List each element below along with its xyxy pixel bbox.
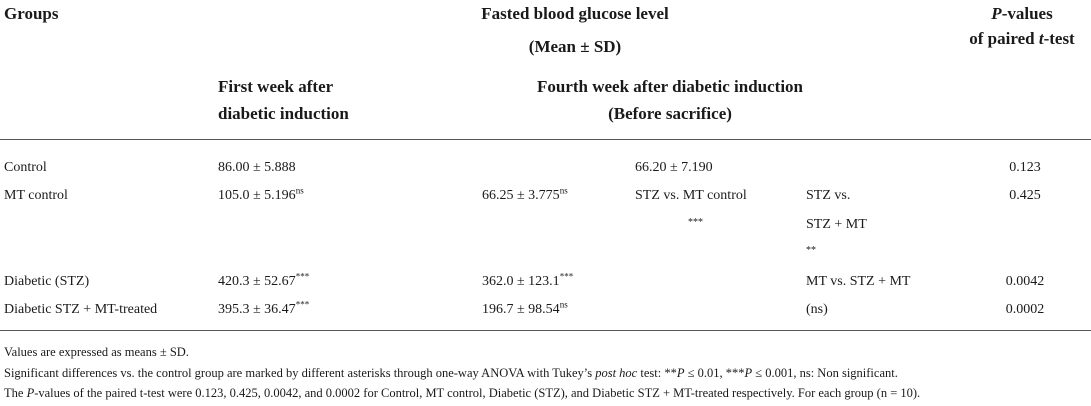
row-diabetic-fourth: 362.0 ± 123.1*** <box>482 271 574 290</box>
row-control-group: Control <box>4 160 47 175</box>
header-fasted-line1: Fasted blood glucose level <box>481 4 669 23</box>
comparison-stz-vs-stz-mt-line1: STZ vs. <box>806 188 851 203</box>
comparison-stz-vs-mt-control: STZ vs. MT control <box>635 188 747 203</box>
value: 105.0 ± 5.196 <box>218 188 296 203</box>
row-control-first: 86.00 ± 5.888 <box>218 160 296 175</box>
value: 66.25 ± 3.775 <box>482 188 560 203</box>
value: 420.3 ± 52.67 <box>218 274 296 289</box>
row-mt-control-group: MT control <box>4 188 68 203</box>
fn2-a: Significant differences vs. the control … <box>4 366 596 380</box>
row-mt-control-fourth: 66.25 ± 3.775ns <box>482 185 568 204</box>
footnote-3: The P-values of the paired t-test were 0… <box>4 386 920 401</box>
t-italic: t <box>1038 29 1044 48</box>
sig: *** <box>295 299 310 310</box>
p-italic: P <box>991 4 1002 23</box>
sig: ns <box>295 185 304 196</box>
fn2-p2: P <box>744 366 753 380</box>
fn3-p: P <box>26 386 35 400</box>
header-pvalues-line2: of paired t-test <box>960 29 1084 49</box>
row-mt-control-first: 105.0 ± 5.196ns <box>218 185 304 204</box>
comparison-stz-vs-mt-control-sig: *** <box>688 217 703 228</box>
fn3-a: The <box>4 386 27 400</box>
row-diabetic-mt-fourth: 196.7 ± 98.54ns <box>482 299 568 318</box>
comparison-mt-vs-stz-mt-sig: (ns) <box>806 302 828 317</box>
header-groups: Groups <box>4 4 59 23</box>
p-line2-post: -test <box>1043 29 1075 48</box>
p-line2-pre: of paired <box>969 29 1039 48</box>
comparison-mt-vs-stz-mt: MT vs. STZ + MT <box>806 274 911 289</box>
fn2-posthoc: post hoc <box>595 366 638 380</box>
value: 362.0 ± 123.1 <box>482 274 560 289</box>
value: 196.7 ± 98.54 <box>482 302 560 317</box>
footnote-1: Values are expressed as means ± SD. <box>4 345 189 359</box>
sig: ns <box>559 299 568 310</box>
header-fasted-line2: (Mean ± SD) <box>528 37 622 56</box>
row-control-fourth: 66.20 ± 7.190 <box>635 160 713 175</box>
sig: *** <box>295 271 310 282</box>
header-fourth-week-line1: Fourth week after diabetic induction <box>536 77 803 96</box>
value: 395.3 ± 36.47 <box>218 302 296 317</box>
header-first-week-line1: First week after <box>218 77 334 96</box>
comparison-stz-vs-stz-mt-sig: ** <box>806 245 816 256</box>
row-control-p: 0.123 <box>1009 160 1041 175</box>
header-divider <box>0 139 1091 140</box>
row-diabetic-mt-group: Diabetic STZ + MT-treated <box>4 302 158 317</box>
fn2-d: ≤ 0.001, ns: Non significant. <box>752 366 898 380</box>
header-fourth-week-line2: (Before sacrifice) <box>608 104 732 123</box>
fn2-c: ≤ 0.01, *** <box>684 366 745 380</box>
header-pvalues-line1: P-values <box>960 4 1084 24</box>
sig: ns <box>559 185 568 196</box>
row-diabetic-p: 0.0042 <box>1005 274 1045 289</box>
table-bottom-rule <box>0 330 1091 331</box>
row-diabetic-mt-p: 0.0002 <box>1005 302 1045 317</box>
fn3-b: -values of the paired t-test were 0.123,… <box>34 386 921 400</box>
header-first-week-line2: diabetic induction <box>218 104 349 123</box>
comparison-stz-vs-stz-mt-line2: STZ + MT <box>806 217 867 232</box>
fn2-b: test: ** <box>637 366 677 380</box>
row-diabetic-group: Diabetic (STZ) <box>4 274 90 289</box>
sig: *** <box>559 271 574 282</box>
footnote-2: Significant differences vs. the control … <box>4 366 898 381</box>
row-diabetic-mt-first: 395.3 ± 36.47*** <box>218 299 310 318</box>
row-mt-control-p: 0.425 <box>1009 188 1041 203</box>
p-rest: -values <box>1001 4 1053 23</box>
fn2-p1: P <box>676 366 685 380</box>
row-diabetic-first: 420.3 ± 52.67*** <box>218 271 310 290</box>
